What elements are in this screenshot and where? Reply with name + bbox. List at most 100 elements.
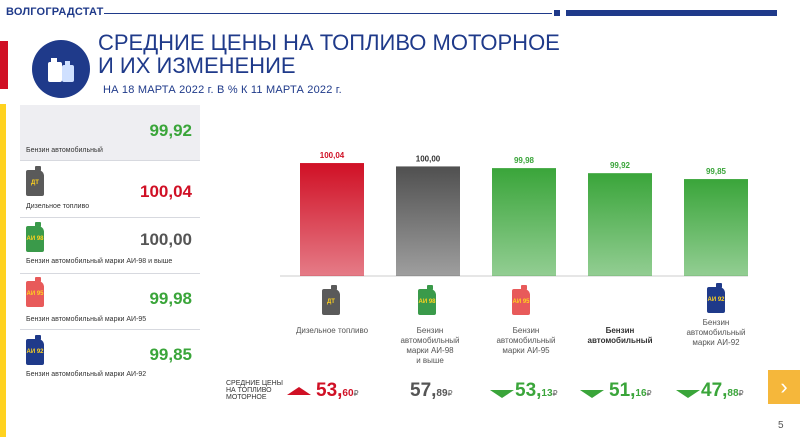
- price-value: 53,60₽: [316, 380, 359, 402]
- bar-value-label: 100,00: [416, 154, 441, 163]
- list-item: АИ 95 99,98 Бензин автомобильный марки А…: [20, 275, 200, 331]
- category-label: Бензин автомобильный марки АИ-92: [664, 318, 768, 348]
- category-label: Бензин автомобильный: [568, 326, 672, 346]
- price-value: 47,88₽: [701, 380, 744, 402]
- ai98-can-icon: АИ 98: [418, 285, 436, 315]
- list-item-value: 100,00: [140, 230, 192, 249]
- org-name: ВОЛГОГРАДСТАТ: [6, 6, 104, 18]
- bar: [300, 163, 364, 276]
- category-label-line: и выше: [416, 356, 444, 365]
- price-caption-line: МОТОРНОЕ: [226, 394, 267, 401]
- can-label: АИ 92: [707, 297, 725, 303]
- category-label-line: автомобильный: [587, 336, 653, 345]
- page-title: СРЕДНИЕ ЦЕНЫ НА ТОПЛИВО МОТОРНОЕ И ИХ ИЗ…: [98, 31, 560, 77]
- next-slide-button[interactable]: ›: [768, 370, 800, 404]
- down-arrow-icon: [580, 390, 604, 398]
- category-label-line: Дизельное топливо: [295, 326, 369, 335]
- can-label: АИ 92: [26, 349, 44, 355]
- bar: [396, 166, 460, 276]
- list-item: АИ 92 99,85 Бензин автомобильный марки А…: [20, 331, 200, 387]
- list-item-name: Бензин автомобильный марки АИ-95: [26, 316, 147, 323]
- category-label: Дизельное топливо: [280, 326, 384, 336]
- header-marker: [554, 10, 560, 16]
- currency-sign: ₽: [646, 389, 652, 398]
- header-line: [104, 13, 552, 14]
- can-label: АИ 95: [512, 299, 530, 305]
- down-arrow-icon: [676, 390, 700, 398]
- list-item-name: Дизельное топливо: [26, 203, 90, 210]
- price-frac: 60: [342, 388, 354, 399]
- category-label-line: Бензин: [605, 326, 635, 335]
- side-accent-red: [0, 41, 8, 89]
- page-number: 5: [778, 420, 784, 431]
- category-label-line: Бензин: [702, 318, 730, 327]
- ai95-can-icon: АИ 95: [26, 277, 44, 307]
- price-value: 51,16₽: [609, 380, 652, 402]
- list-item-value: 99,85: [149, 345, 192, 364]
- divider: [20, 329, 200, 330]
- category-label-line: автомобильный: [400, 336, 460, 345]
- price-int: 53,: [515, 380, 542, 401]
- side-accent-yellow: [0, 104, 6, 437]
- bar-value-label: 100,04: [320, 151, 345, 160]
- price-int: 47,: [701, 380, 728, 401]
- title-line-1: СРЕДНИЕ ЦЕНЫ НА ТОПЛИВО МОТОРНОЕ: [98, 30, 560, 55]
- bar: [684, 179, 748, 276]
- can-label: АИ 98: [26, 236, 44, 242]
- category-label-line: марки АИ-95: [502, 346, 550, 355]
- bar-value-label: 99,92: [610, 161, 631, 170]
- list-item-name: Бензин автомобильный марки АИ-92: [26, 371, 147, 378]
- list-item: ДТ 100,04 Дизельное топливо: [20, 160, 200, 216]
- divider: [20, 160, 200, 161]
- bar-value-label: 99,85: [706, 167, 727, 176]
- ai92-can-icon: АИ 92: [707, 283, 725, 313]
- price-int: 53,: [316, 380, 343, 401]
- list-item-name: Бензин автомобильный марки АИ-98 и выше: [26, 258, 173, 265]
- currency-sign: ₽: [447, 389, 453, 398]
- bar-value-label: 99,98: [514, 156, 535, 165]
- currency-sign: ₽: [552, 389, 558, 398]
- category-label-line: марки АИ-98: [406, 346, 454, 355]
- price-caption: СРЕДНИЕ ЦЕНЫ НА ТОПЛИВО МОТОРНОЕ: [226, 380, 283, 401]
- can-label: ДТ: [327, 299, 335, 305]
- can-label: ДТ: [31, 180, 39, 186]
- currency-sign: ₽: [738, 389, 744, 398]
- diesel-can-icon: ДТ: [322, 285, 340, 315]
- category-label: Бензин автомобильный марки АИ-95: [474, 326, 578, 356]
- down-arrow-icon: [490, 390, 514, 398]
- price-value: 53,13₽: [515, 380, 558, 402]
- can-label: АИ 98: [418, 299, 436, 305]
- category-label-line: автомобильный: [686, 328, 746, 337]
- chevron-right-icon: ›: [780, 374, 788, 399]
- category-label-line: марки АИ-92: [692, 338, 740, 347]
- price-frac: 88: [727, 388, 739, 399]
- diesel-can-icon: ДТ: [26, 166, 44, 196]
- page-subtitle: НА 18 МАРТА 2022 г. В % К 11 МАРТА 2022 …: [103, 84, 342, 96]
- price-int: 51,: [609, 380, 636, 401]
- up-arrow-icon: [287, 387, 311, 395]
- price-frac: 13: [541, 388, 553, 399]
- bar: [492, 168, 556, 276]
- list-item-value: 100,04: [140, 182, 192, 201]
- list-item-value: 99,92: [149, 121, 192, 140]
- can-label: АИ 95: [26, 291, 44, 297]
- price-value: 57,89₽: [410, 380, 453, 402]
- ai95-can-icon: АИ 95: [512, 285, 530, 315]
- category-label: Бензин автомобильный марки АИ-98 и выше: [378, 326, 482, 366]
- price-frac: 89: [436, 388, 448, 399]
- category-label-line: Бензин: [416, 326, 444, 335]
- category-label-line: автомобильный: [496, 336, 556, 345]
- divider: [20, 217, 200, 218]
- price-frac: 16: [635, 388, 647, 399]
- divider: [20, 273, 200, 274]
- ai92-can-icon: АИ 92: [26, 335, 44, 365]
- category-label-line: Бензин: [512, 326, 540, 335]
- price-caption-line: НА ТОПЛИВО: [226, 387, 272, 394]
- currency-sign: ₽: [353, 389, 359, 398]
- price-int: 57,: [410, 380, 437, 401]
- fuel-can-icon: [32, 40, 90, 98]
- title-line-2: И ИХ ИЗМЕНЕНИЕ: [98, 53, 296, 78]
- ai98-can-icon: АИ 98: [26, 222, 44, 252]
